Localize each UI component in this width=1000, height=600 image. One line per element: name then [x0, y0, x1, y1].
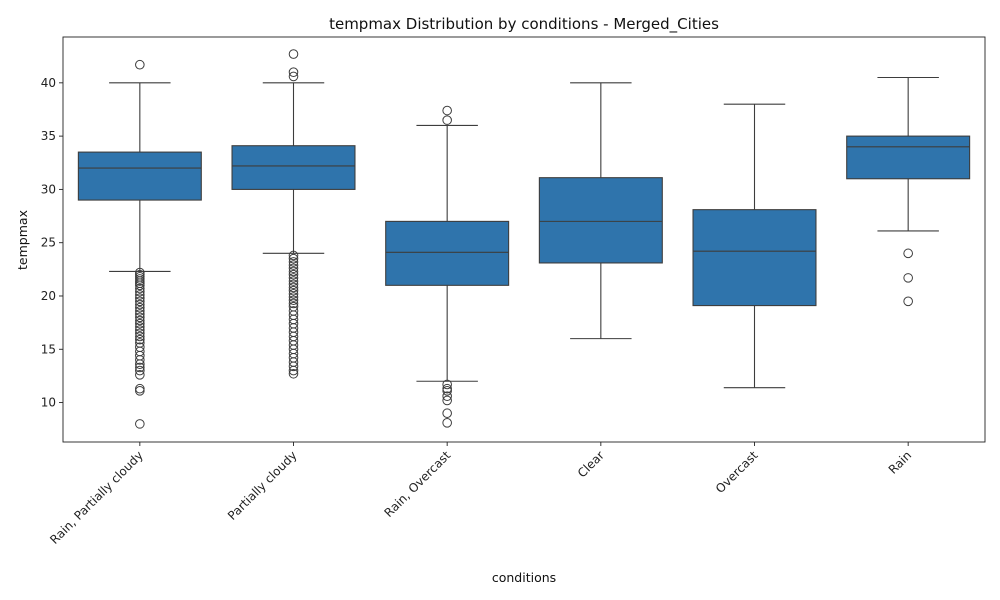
outlier-point — [135, 419, 145, 429]
outlier-point — [135, 318, 145, 329]
x-axis-label: conditions — [492, 570, 556, 585]
outlier-point — [135, 296, 145, 307]
iqr-box — [846, 135, 971, 180]
outlier-point — [288, 365, 299, 376]
outlier-point — [903, 248, 913, 259]
outlier-point — [288, 285, 299, 296]
y-axis: 10 15 20 25 30 35 40 — [41, 76, 63, 410]
outlier-point — [135, 362, 145, 373]
outlier-point — [288, 298, 299, 309]
y-tick-label: 30 — [41, 182, 56, 196]
outlier-point — [288, 361, 299, 372]
y-tick-label: 40 — [41, 76, 56, 90]
outlier-point — [288, 368, 299, 379]
outlier-point — [288, 295, 299, 306]
outlier-point — [442, 386, 452, 396]
x-tick-label: Overcast — [713, 448, 761, 496]
outlier-point — [135, 302, 145, 313]
outlier-point — [442, 408, 452, 419]
outlier-point — [135, 315, 145, 326]
y-tick-label: 10 — [41, 396, 56, 410]
outlier-point — [442, 391, 452, 401]
boxes-layer — [77, 49, 971, 429]
iqr-box — [231, 145, 356, 190]
outlier-point — [288, 71, 299, 82]
plot-frame — [62, 36, 986, 443]
y-tick-label: 15 — [41, 342, 56, 356]
x-tick-label: Rain — [886, 448, 915, 477]
y-tick-label: 20 — [41, 289, 56, 303]
outlier-point — [135, 383, 145, 394]
iqr-box — [77, 151, 202, 201]
outlier-point — [135, 309, 145, 319]
outlier-point — [135, 290, 145, 300]
outlier-point — [288, 273, 299, 283]
outlier-point — [135, 306, 145, 316]
y-tick-label: 35 — [41, 129, 56, 143]
outlier-point — [135, 286, 145, 297]
outlier-point — [135, 312, 145, 323]
outlier-point — [288, 292, 299, 302]
outlier-point — [135, 359, 145, 369]
y-axis-label: tempmax — [15, 210, 30, 270]
outlier-point — [135, 283, 145, 294]
box-group — [538, 82, 663, 340]
box-group — [385, 105, 510, 428]
outlier-point — [135, 331, 145, 342]
box-group — [231, 49, 356, 379]
outlier-point — [135, 293, 145, 303]
outlier-point — [442, 115, 452, 125]
outlier-point — [288, 49, 299, 59]
outlier-point — [442, 105, 452, 116]
outlier-point — [442, 395, 452, 406]
iqr-box — [385, 220, 510, 286]
outlier-point — [135, 59, 145, 70]
outlier-point — [135, 328, 145, 339]
iqr-box — [692, 209, 817, 307]
outlier-point — [288, 269, 299, 280]
x-tick-label: Rain, Partially cloudy — [47, 448, 146, 547]
iqr-box — [538, 177, 663, 264]
outlier-point — [288, 289, 299, 299]
outlier-point — [135, 334, 145, 345]
outlier-point — [135, 280, 145, 291]
x-tick-label: Rain, Overcast — [382, 448, 454, 520]
x-axis: Rain, Partially cloudy Partially cloudy Ra… — [47, 442, 914, 547]
chart-title: tempmax Distribution by conditions - Mer… — [329, 15, 719, 34]
outlier-point — [288, 257, 299, 267]
x-tick-label: Clear — [575, 448, 607, 480]
outlier-point — [288, 253, 299, 264]
y-tick-label: 25 — [41, 236, 56, 250]
outlier-point — [288, 263, 299, 274]
outlier-point — [903, 273, 913, 283]
outlier-point — [288, 266, 299, 277]
outlier-point — [288, 282, 299, 293]
x-tick-label: Partially cloudy — [225, 448, 300, 523]
box-group — [846, 76, 971, 307]
outlier-point — [288, 67, 299, 77]
outlier-point — [135, 370, 145, 380]
box-group — [77, 59, 202, 429]
outlier-point — [135, 355, 145, 365]
outlier-point — [288, 250, 299, 261]
outlier-point — [288, 279, 299, 290]
outlier-point — [288, 260, 299, 270]
outlier-point — [135, 365, 145, 376]
outlier-point — [442, 379, 452, 390]
outlier-point — [135, 322, 145, 332]
outlier-point — [135, 325, 145, 335]
outlier-point — [903, 296, 913, 307]
box-group — [692, 103, 817, 389]
outlier-point — [442, 418, 452, 428]
outlier-point — [135, 386, 145, 396]
outlier-point — [288, 276, 299, 286]
outlier-point — [135, 299, 145, 310]
